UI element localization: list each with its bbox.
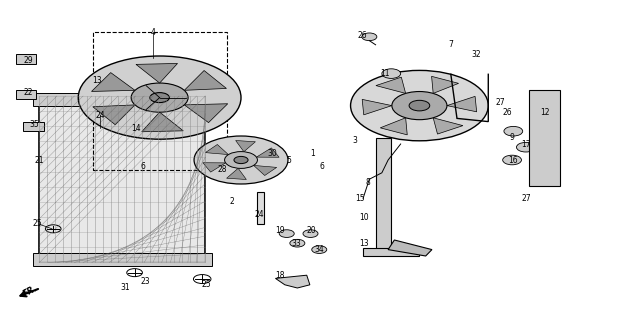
- Text: 20: 20: [306, 226, 316, 235]
- Polygon shape: [227, 168, 247, 180]
- Text: 17: 17: [521, 140, 531, 148]
- Text: 26: 26: [502, 108, 512, 116]
- Text: 35: 35: [29, 120, 39, 129]
- Polygon shape: [141, 112, 183, 132]
- Polygon shape: [254, 165, 277, 175]
- Text: 16: 16: [508, 156, 518, 164]
- Polygon shape: [257, 148, 279, 157]
- Text: 11: 11: [380, 69, 390, 78]
- Bar: [33, 253, 212, 266]
- Polygon shape: [136, 63, 178, 83]
- Polygon shape: [431, 76, 459, 93]
- Bar: [257, 192, 264, 224]
- Polygon shape: [16, 90, 36, 99]
- Text: 1: 1: [310, 149, 316, 158]
- Text: 27: 27: [496, 98, 506, 107]
- Bar: [39, 96, 205, 262]
- Bar: [93, 32, 227, 170]
- Text: FR.: FR.: [21, 284, 39, 299]
- Text: 5: 5: [287, 156, 292, 164]
- Text: 4: 4: [151, 28, 156, 36]
- Polygon shape: [16, 54, 36, 64]
- Text: 26: 26: [357, 31, 367, 40]
- Text: 21: 21: [34, 156, 44, 164]
- Polygon shape: [91, 73, 135, 92]
- Text: 23: 23: [140, 277, 150, 286]
- Text: 29: 29: [23, 56, 33, 65]
- Circle shape: [234, 156, 248, 164]
- Text: 18: 18: [275, 271, 285, 280]
- Text: 27: 27: [521, 194, 531, 203]
- Text: 12: 12: [540, 108, 550, 116]
- Polygon shape: [184, 104, 228, 123]
- Circle shape: [194, 136, 288, 184]
- Text: 15: 15: [355, 194, 365, 203]
- Circle shape: [503, 155, 521, 165]
- Circle shape: [78, 56, 241, 139]
- Polygon shape: [275, 275, 310, 288]
- Text: 8: 8: [366, 178, 371, 187]
- Text: 6: 6: [140, 162, 145, 171]
- Text: 22: 22: [23, 88, 33, 97]
- Circle shape: [225, 152, 257, 168]
- Text: 24: 24: [255, 210, 265, 219]
- Circle shape: [303, 230, 318, 237]
- Polygon shape: [362, 100, 392, 115]
- Text: 25: 25: [33, 220, 43, 228]
- Bar: [33, 93, 212, 106]
- Polygon shape: [388, 240, 432, 256]
- Text: 9: 9: [510, 133, 515, 142]
- Text: 2: 2: [229, 197, 234, 206]
- Polygon shape: [205, 145, 228, 155]
- Circle shape: [382, 69, 401, 78]
- Text: 24: 24: [95, 111, 105, 120]
- Text: 34: 34: [314, 245, 324, 254]
- Polygon shape: [23, 122, 44, 131]
- Bar: [529, 90, 560, 186]
- Bar: [39, 96, 205, 262]
- Text: 6: 6: [320, 162, 325, 171]
- Polygon shape: [447, 96, 476, 112]
- Polygon shape: [433, 118, 463, 134]
- Text: 25: 25: [202, 280, 212, 289]
- Bar: [363, 248, 419, 256]
- Circle shape: [504, 126, 523, 136]
- Text: 14: 14: [131, 124, 141, 132]
- Polygon shape: [93, 105, 135, 125]
- Circle shape: [279, 230, 294, 237]
- Text: 13: 13: [92, 76, 102, 84]
- Text: 3: 3: [352, 136, 357, 145]
- Text: 33: 33: [292, 239, 302, 248]
- Circle shape: [150, 92, 170, 103]
- Polygon shape: [184, 70, 227, 90]
- Circle shape: [362, 33, 377, 41]
- Bar: [376, 138, 391, 250]
- Text: 7: 7: [448, 40, 453, 49]
- Circle shape: [312, 246, 327, 253]
- Text: 30: 30: [267, 149, 277, 158]
- Text: 28: 28: [217, 165, 227, 174]
- Text: 13: 13: [359, 239, 369, 248]
- Text: 10: 10: [359, 213, 369, 222]
- Circle shape: [290, 239, 305, 247]
- Polygon shape: [203, 163, 225, 172]
- Circle shape: [516, 142, 535, 152]
- Circle shape: [131, 83, 188, 112]
- Text: 31: 31: [120, 284, 130, 292]
- Circle shape: [351, 70, 488, 141]
- Circle shape: [409, 100, 429, 111]
- Text: 32: 32: [471, 50, 481, 59]
- Polygon shape: [235, 140, 255, 152]
- Circle shape: [392, 92, 447, 120]
- Text: 19: 19: [275, 226, 285, 235]
- Polygon shape: [380, 118, 408, 135]
- Polygon shape: [376, 77, 406, 93]
